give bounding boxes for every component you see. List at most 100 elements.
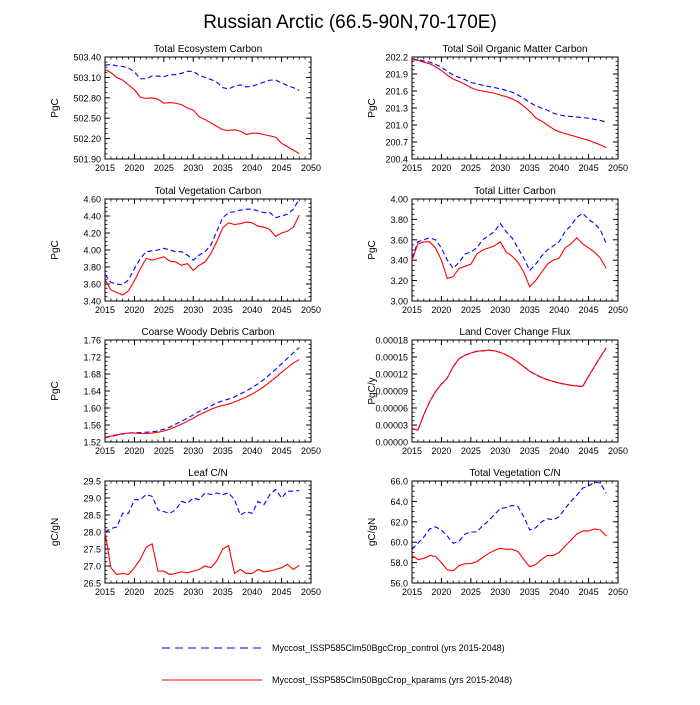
series-line-control (104, 63, 300, 91)
y-tick-label: 1.68 (83, 370, 101, 380)
y-tick-label: 27.5 (83, 545, 101, 555)
series-line-kparams (104, 214, 300, 296)
x-tick-label: 2035 (520, 587, 540, 597)
series-line-kparams (411, 347, 607, 431)
y-tick-label: 503.40 (73, 53, 101, 63)
y-tick-label: 3.40 (83, 297, 101, 307)
x-tick-label: 2030 (490, 163, 510, 173)
y-tick-label: 3.20 (390, 276, 408, 286)
y-tick-label: 29.0 (83, 494, 101, 504)
x-tick-label: 2015 (402, 587, 422, 597)
plot-frame (411, 339, 619, 443)
series-line-control (411, 347, 607, 431)
y-tick-label: 0.00015 (375, 353, 408, 363)
series-line-control (104, 347, 300, 439)
panel-4: Total Litter Carbon 2015 2020 2025 2030 2035 2… (367, 186, 628, 315)
x-tick-label: 2020 (431, 305, 451, 315)
y-tick-label: 3.60 (390, 235, 408, 245)
series-line-kparams (411, 236, 607, 288)
y-tick-label: 60.0 (390, 538, 408, 548)
y-tick-label: 201.9 (385, 70, 408, 80)
x-tick-label: 2030 (490, 446, 510, 456)
y-tick-label: 0.00000 (375, 438, 408, 448)
plot-frame (104, 198, 312, 302)
x-tick-label: 2015 (402, 305, 422, 315)
x-tick-label: 2030 (490, 587, 510, 597)
x-tick-label: 2020 (124, 446, 144, 456)
x-tick-label: 2040 (242, 587, 262, 597)
y-tick-label: 3.40 (390, 256, 408, 266)
x-tick-label: 2025 (154, 587, 174, 597)
x-tick-label: 2015 (95, 163, 115, 173)
x-tick-label: 2040 (549, 305, 569, 315)
x-tick-label: 2015 (95, 446, 115, 456)
panel-title: Land Cover Change Flux (459, 327, 570, 338)
x-tick-label: 2035 (520, 305, 540, 315)
x-tick-label: 2025 (461, 305, 481, 315)
series-line-kparams (104, 359, 300, 438)
y-tick-label: 1.52 (83, 438, 101, 448)
x-tick-label: 2045 (272, 446, 292, 456)
x-tick-label: 2050 (608, 446, 628, 456)
series-line-kparams (411, 58, 607, 149)
x-tick-label: 2050 (301, 587, 321, 597)
y-tick-label: 201.6 (385, 87, 408, 97)
y-tick-label: 1.76 (83, 336, 101, 346)
x-tick-label: 2045 (579, 446, 599, 456)
y-tick-label: 58.0 (390, 558, 408, 568)
y-axis-label: gC/gN (367, 518, 378, 546)
legend: Myccost_ISSP585Clm50BgcCrop_control (yrs… (162, 643, 512, 685)
y-tick-label: 1.72 (83, 353, 101, 363)
x-tick-label: 2045 (272, 587, 292, 597)
x-tick-label: 2015 (402, 163, 422, 173)
series-line-kparams (104, 531, 300, 576)
y-tick-label: 0.00018 (375, 336, 408, 346)
x-tick-label: 2025 (461, 163, 481, 173)
x-tick-label: 2050 (608, 163, 628, 173)
y-tick-label: 202.2 (385, 53, 408, 63)
x-tick-label: 2025 (461, 446, 481, 456)
y-tick-label: 502.50 (73, 114, 101, 124)
y-tick-label: 201.0 (385, 121, 408, 131)
x-tick-label: 2025 (154, 305, 174, 315)
x-tick-label: 2050 (301, 305, 321, 315)
y-tick-label: 502.80 (73, 93, 101, 103)
x-tick-label: 2050 (301, 446, 321, 456)
x-tick-label: 2030 (490, 305, 510, 315)
panel-title: Total Soil Organic Matter Carbon (442, 44, 587, 55)
x-tick-label: 2035 (213, 587, 233, 597)
x-tick-label: 2040 (242, 163, 262, 173)
legend-label-control: Myccost_ISSP585Clm50BgcCrop_control (yrs… (272, 643, 505, 653)
x-tick-label: 2020 (431, 163, 451, 173)
x-tick-label: 2020 (124, 587, 144, 597)
x-tick-label: 2045 (272, 163, 292, 173)
x-tick-label: 2045 (579, 305, 599, 315)
plot-frame (104, 339, 312, 443)
y-tick-label: 1.64 (83, 387, 101, 397)
legend-label-kparams: Myccost_ISSP585Clm50BgcCrop_kparams (yrs… (272, 675, 512, 685)
y-axis-label: PgC (50, 240, 61, 259)
series-line-control (104, 198, 300, 286)
x-tick-label: 2030 (183, 587, 203, 597)
series-line-control (411, 212, 607, 272)
x-tick-label: 2040 (549, 163, 569, 173)
x-tick-label: 2025 (461, 587, 481, 597)
x-tick-label: 2015 (95, 305, 115, 315)
series-line-control (411, 481, 607, 550)
x-tick-label: 2045 (579, 587, 599, 597)
x-tick-label: 2015 (402, 446, 422, 456)
y-axis-label: PgC (367, 240, 378, 259)
y-tick-label: 4.20 (83, 229, 101, 239)
x-tick-label: 2040 (242, 446, 262, 456)
y-tick-label: 4.40 (83, 212, 101, 222)
y-tick-label: 62.0 (390, 517, 408, 527)
x-tick-label: 2030 (183, 446, 203, 456)
x-tick-label: 2035 (520, 446, 540, 456)
x-tick-label: 2030 (183, 163, 203, 173)
x-tick-label: 2025 (154, 163, 174, 173)
y-tick-label: 64.0 (390, 497, 408, 507)
figure-title: Russian Arctic (66.5-90N,70-170E) (203, 12, 497, 33)
panel-title: Total Litter Carbon (474, 186, 556, 197)
